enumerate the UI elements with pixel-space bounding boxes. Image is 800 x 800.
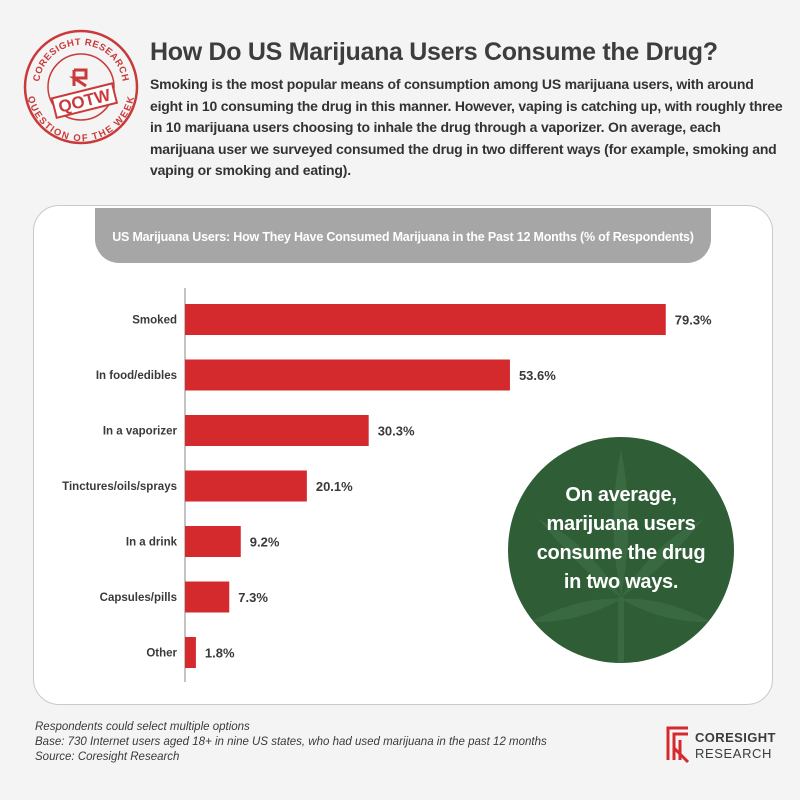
coresight-logo: CORESIGHT RESEARCH: [662, 722, 782, 766]
category-label: In food/edibles: [96, 370, 177, 382]
category-label: Other: [146, 648, 177, 660]
callout-line: marijuana users: [546, 513, 696, 535]
bar: [185, 637, 196, 668]
callout-line: consume the drug: [536, 542, 706, 564]
bar: [185, 581, 230, 613]
coresight-logo-icon: [666, 726, 690, 764]
note-line: Respondents could select multiple option…: [35, 721, 250, 733]
intro-paragraph: Smoking is the most popular means of con…: [150, 76, 783, 178]
value-label: 9.2%: [250, 535, 280, 550]
value-label: 79.3%: [675, 313, 712, 328]
bar: [185, 526, 241, 557]
qotw-stamp: CORESIGHT RESEARCH QUESTION OF THE WEEK …: [22, 28, 140, 146]
chart-title: US Marijuana Users: How They Have Consum…: [112, 230, 694, 244]
stamp-graphic: CORESIGHT RESEARCH QUESTION OF THE WEEK …: [23, 29, 139, 145]
chart-notes: Respondents could select multiple option…: [35, 720, 635, 765]
bar: [185, 304, 666, 335]
bar-chart: Smoked 79.3% In food/edibles 53.6% In a vapo…: [33, 280, 773, 700]
logo-text-line1: CORESIGHT: [695, 730, 776, 745]
cannabis-leaf-icon: [530, 449, 712, 663]
category-label: Smoked: [132, 315, 177, 327]
category-label: Tinctures/oils/sprays: [62, 481, 177, 493]
callout-text: On average, marijuana users consume the …: [508, 481, 734, 597]
category-label: In a vaporizer: [103, 426, 178, 438]
note-line: Base: 730 Internet users aged 18+ in nin…: [35, 736, 547, 748]
callout-circle: On average, marijuana users consume the …: [508, 437, 734, 663]
category-label: In a drink: [126, 537, 178, 549]
note-line: Source: Coresight Research: [35, 751, 180, 763]
bar: [185, 470, 307, 502]
value-label: 20.1%: [316, 479, 353, 494]
bar-chart-svg: Smoked 79.3% In food/edibles 53.6% In a vapo…: [62, 288, 712, 682]
page-title: How Do US Marijuana Users Consume the Dr…: [150, 38, 718, 66]
callout-line: in two ways.: [563, 571, 679, 593]
chart-header-bar: [95, 217, 711, 263]
bar: [185, 359, 510, 391]
logo-text-line2: RESEARCH: [695, 746, 773, 761]
bar: [185, 415, 369, 446]
value-label: 7.3%: [238, 590, 268, 605]
value-label: 30.3%: [378, 424, 415, 439]
category-label: Capsules/pills: [100, 592, 177, 604]
value-label: 53.6%: [519, 368, 556, 383]
callout-line: On average,: [565, 484, 677, 506]
value-label: 1.8%: [205, 646, 235, 661]
